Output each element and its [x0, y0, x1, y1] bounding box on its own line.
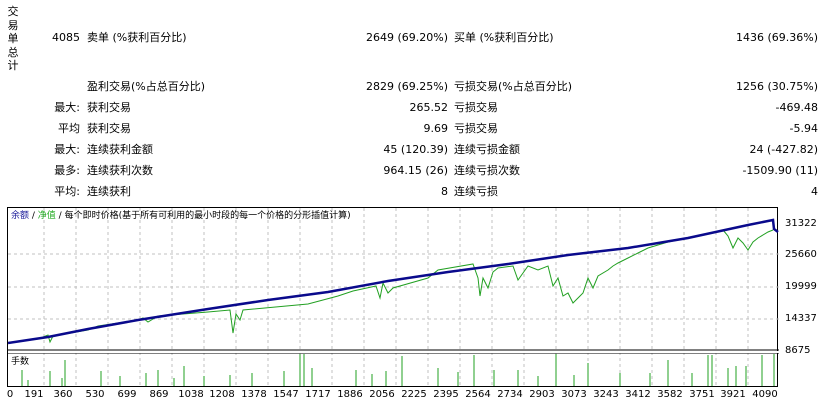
x-tick: 3921: [720, 389, 746, 400]
largest-profit-value: 265.52: [409, 101, 449, 114]
x-tick: 869: [149, 389, 169, 400]
x-tick: 3582: [657, 389, 683, 400]
x-tick: 3243: [593, 389, 619, 400]
x-tick: 1038: [178, 389, 204, 400]
max-consecutive-loss-label: 连续亏损次数: [454, 164, 520, 177]
x-tick: 0: [6, 389, 14, 400]
max-consecutive-profit-value: 964.15 (26): [383, 164, 448, 177]
y-tick: 25660: [785, 249, 817, 260]
balance-equity-chart: 余额 / 净值 / 每个即时价格(基于所有可利用的最小时段的每一个价格的分形插值…: [7, 207, 779, 388]
largest-prefix: 最大:: [54, 101, 80, 114]
stats-row-largest: 最大: 获利交易 265.52 亏损交易 -469.48: [0, 100, 834, 116]
long-trades-label: 买单 (%获利百分比): [454, 31, 554, 44]
max-consecutive-losses-value: 24 (-427.82): [749, 143, 818, 156]
volume-label: 手数: [11, 357, 30, 367]
legend-equity: 净值: [37, 211, 56, 221]
x-tick: 1547: [273, 389, 299, 400]
loss-trades-value: 1256 (30.75%): [735, 80, 818, 93]
legend-description: 每个即时价格(基于所有可利用的最小时段的每一个价格的分形插值计算): [64, 211, 351, 221]
x-tick: 1717: [305, 389, 331, 400]
trade-summary-title: 交 易 单 总 计: [6, 5, 20, 73]
stats-row-average-consecutive: 平均: 连续获利 8 连续亏损 4: [0, 184, 834, 200]
max-consecutive-wins-label: 连续获利金额: [87, 143, 153, 156]
profit-trades-label: 盈利交易(%占总百分比): [87, 80, 206, 93]
avg-prefix: 平均:: [54, 185, 80, 198]
title-char: 易: [7, 18, 19, 32]
x-tick: 2225: [401, 389, 427, 400]
legend-balance: 余额: [11, 211, 30, 221]
max-prefix: 最大:: [54, 143, 80, 156]
x-tick: 2734: [497, 389, 523, 400]
largest-loss-value: -469.48: [775, 101, 818, 114]
stats-row-profit-loss-trades: 盈利交易(%占总百分比) 2829 (69.25%) 亏损交易(%占总百分比) …: [0, 79, 834, 95]
avg-consecutive-wins-label: 连续获利: [87, 185, 131, 198]
balance-line: [8, 218, 779, 345]
average-loss-label: 亏损交易: [454, 122, 498, 135]
title-char: 总: [7, 45, 19, 59]
loss-trades-label: 亏损交易(%占总百分比): [454, 80, 573, 93]
x-tick: 2056: [369, 389, 395, 400]
chart-legend: 余额 / 净值 / 每个即时价格(基于所有可利用的最小时段的每一个价格的分形插值…: [11, 210, 351, 222]
chart-grid: [8, 208, 779, 388]
x-tick: 1208: [209, 389, 235, 400]
max-consecutive-wins-value: 45 (120.39): [383, 143, 448, 156]
title-char: 计: [7, 59, 19, 72]
x-tick: 3073: [561, 389, 587, 400]
stats-row-short-long: 4085 卖单 (%获利百分比) 2649 (69.20%) 买单 (%获利百分…: [0, 30, 834, 46]
average-prefix: 平均: [58, 122, 80, 135]
y-tick: 8675: [785, 345, 811, 356]
volume-bars: [21, 354, 775, 386]
short-trades-label: 卖单 (%获利百分比): [87, 31, 187, 44]
x-tick: 1886: [337, 389, 363, 400]
x-tick: 3412: [625, 389, 651, 400]
x-tick: 360: [53, 389, 73, 400]
average-profit-value: 9.69: [423, 122, 449, 135]
title-char: 单: [7, 32, 19, 45]
legend-separator: /: [55, 211, 65, 221]
y-tick: 31322: [785, 218, 817, 229]
avg-consecutive-losses-label: 连续亏损: [454, 185, 498, 198]
y-tick: 14337: [785, 313, 817, 324]
most-prefix: 最多:: [54, 164, 80, 177]
stats-row-average: 平均 获利交易 9.69 亏损交易 -5.94: [0, 121, 834, 137]
total-trades-value: 4085: [52, 31, 80, 44]
x-tick: 191: [24, 389, 44, 400]
long-trades-value: 1436 (69.36%): [735, 31, 818, 44]
average-loss-value: -5.94: [789, 122, 818, 135]
title-char: 交: [7, 5, 19, 18]
avg-consecutive-wins-value: 8: [441, 185, 448, 198]
max-consecutive-loss-value: -1509.90 (11): [742, 164, 818, 177]
stats-row-max-consecutive-amount: 最大: 连续获利金额 45 (120.39) 连续亏损金额 24 (-427.8…: [0, 142, 834, 158]
x-tick: 530: [85, 389, 105, 400]
x-tick: 4090: [752, 389, 778, 400]
max-consecutive-profit-label: 连续获利次数: [87, 164, 153, 177]
x-tick: 699: [117, 389, 137, 400]
legend-separator: /: [29, 211, 38, 221]
x-tick: 1378: [241, 389, 267, 400]
short-trades-value: 2649 (69.20%): [365, 31, 448, 44]
x-tick: 3751: [689, 389, 715, 400]
avg-consecutive-losses-value: 4: [811, 185, 818, 198]
average-profit-label: 获利交易: [87, 122, 131, 135]
chart-canvas: [8, 208, 779, 388]
stats-row-max-consecutive-count: 最多: 连续获利次数 964.15 (26) 连续亏损次数 -1509.90 (…: [0, 163, 834, 179]
profit-trades-value: 2829 (69.25%): [365, 80, 448, 93]
y-tick: 19999: [785, 281, 817, 292]
x-tick: 2903: [529, 389, 555, 400]
x-tick: 2395: [433, 389, 459, 400]
largest-loss-label: 亏损交易: [454, 101, 498, 114]
largest-profit-label: 获利交易: [87, 101, 131, 114]
max-consecutive-losses-label: 连续亏损金额: [454, 143, 520, 156]
x-tick: 2564: [465, 389, 491, 400]
